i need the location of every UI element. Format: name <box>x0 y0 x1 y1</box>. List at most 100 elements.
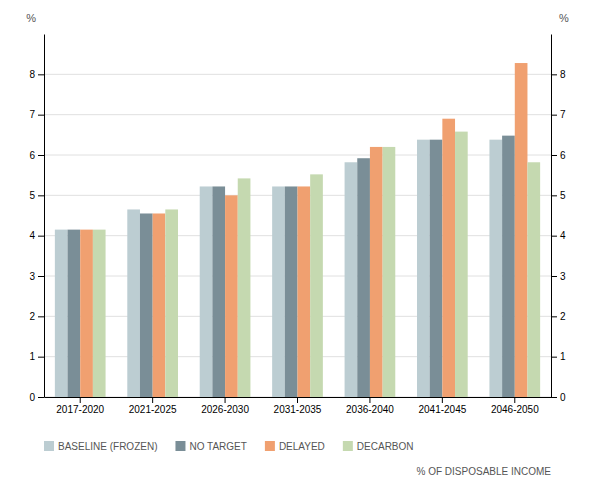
bar <box>370 147 383 397</box>
tick-label: 3 <box>560 271 566 282</box>
tick-label: 2046-2050 <box>491 404 539 415</box>
bar <box>345 162 358 397</box>
tick-mark <box>225 397 226 403</box>
tick-label: 2036-2040 <box>346 404 394 415</box>
legend-swatch <box>44 441 54 451</box>
grid-line <box>44 74 551 75</box>
legend-swatch <box>265 441 275 451</box>
tick: 0 <box>29 392 44 403</box>
bar <box>310 174 323 397</box>
tick-mark <box>38 236 44 237</box>
tick-mark <box>369 397 370 403</box>
bar <box>285 186 298 397</box>
bar <box>442 119 455 397</box>
bar <box>68 230 81 397</box>
legend-item: NO TARGET <box>175 441 246 452</box>
tick-label: 6 <box>560 150 566 161</box>
tick: 1 <box>29 351 44 362</box>
grid-line <box>44 155 551 156</box>
tick: 4 <box>29 230 44 241</box>
bar <box>298 186 311 397</box>
tick: 4 <box>551 230 566 241</box>
tick: 0 <box>551 392 566 403</box>
tick-mark <box>38 195 44 196</box>
bar <box>417 140 430 397</box>
axis-line <box>44 35 45 398</box>
tick: 8 <box>551 69 566 80</box>
axis-label: % <box>26 12 36 24</box>
tick-label: 2 <box>29 311 35 322</box>
legend-item: BASELINE (FROZEN) <box>44 441 157 452</box>
tick: 6 <box>551 150 566 161</box>
tick-mark <box>38 74 44 75</box>
chart: 0 1 2 3 4 5 6 7 8 0 1 2 3 4 5 6 7 8 2017-2020 2021-2025 2026… <box>0 0 595 493</box>
bar <box>140 213 153 397</box>
axis-line <box>551 35 552 398</box>
grid-line <box>44 114 551 115</box>
tick-label: 4 <box>29 230 35 241</box>
bar <box>212 186 225 397</box>
legend: BASELINE (FROZEN)NO TARGETDELAYEDDECARBO… <box>44 441 414 452</box>
tick: 5 <box>29 190 44 201</box>
bar <box>383 147 396 397</box>
tick-label: 0 <box>29 392 35 403</box>
tick-mark <box>38 115 44 116</box>
tick: 2 <box>29 311 44 322</box>
tick: 6 <box>29 150 44 161</box>
tick: 2026-2030 <box>201 397 249 415</box>
grid <box>44 74 551 397</box>
tick-mark <box>38 316 44 317</box>
bar <box>80 230 93 397</box>
tick-mark <box>551 357 557 358</box>
bar-series <box>55 140 502 397</box>
tick-mark <box>38 155 44 156</box>
tick-mark <box>551 74 557 75</box>
tick: 2017-2020 <box>56 397 104 415</box>
tick-mark <box>551 276 557 277</box>
tick: 5 <box>551 190 566 201</box>
legend-label: BASELINE (FROZEN) <box>58 441 157 452</box>
tick-label: 1 <box>560 351 566 362</box>
axis: 0 1 2 3 4 5 6 7 8 <box>551 35 566 403</box>
annotation: % OF DISPOSABLE INCOME <box>417 466 552 477</box>
bar-series <box>80 63 527 397</box>
tick: 2031-2035 <box>274 397 322 415</box>
tick-label: 8 <box>29 69 35 80</box>
bar <box>153 213 166 397</box>
tick-mark <box>38 276 44 277</box>
plot: 0 1 2 3 4 5 6 7 8 0 1 2 3 4 5 6 7 8 2017-2020 2021-2025 2026… <box>26 12 569 415</box>
tick-mark <box>514 397 515 403</box>
tick: 1 <box>551 351 566 362</box>
tick-label: 7 <box>560 109 566 120</box>
bar <box>430 140 443 397</box>
tick-mark <box>551 195 557 196</box>
tick-mark <box>551 236 557 237</box>
tick-mark <box>442 397 443 403</box>
tick-label: 3 <box>29 271 35 282</box>
bar <box>455 132 468 397</box>
legend-swatch <box>175 441 185 451</box>
tick-label: 2 <box>560 311 566 322</box>
legend-swatch <box>343 441 353 451</box>
tick-mark <box>80 397 81 403</box>
bar-series <box>93 132 540 397</box>
tick-label: 6 <box>29 150 35 161</box>
bar <box>502 136 515 397</box>
tick: 2021-2025 <box>129 397 177 415</box>
tick-label: 2017-2020 <box>56 404 104 415</box>
tick-label: 4 <box>560 230 566 241</box>
legend-label: DELAYED <box>279 441 325 452</box>
bars <box>55 63 540 397</box>
tick: 3 <box>551 271 566 282</box>
tick-label: 7 <box>29 109 35 120</box>
tick-label: 2041-2045 <box>418 404 466 415</box>
axis: 2017-2020 2021-2025 2026-2030 2031-2035 2036… <box>45 397 552 415</box>
axis: 0 1 2 3 4 5 6 7 8 <box>29 35 44 403</box>
axis-label: % <box>559 12 569 24</box>
bar <box>225 195 238 397</box>
bar <box>527 162 540 397</box>
tick-mark <box>152 397 153 403</box>
bar <box>238 178 251 397</box>
bar <box>93 230 106 397</box>
bar <box>489 140 502 397</box>
